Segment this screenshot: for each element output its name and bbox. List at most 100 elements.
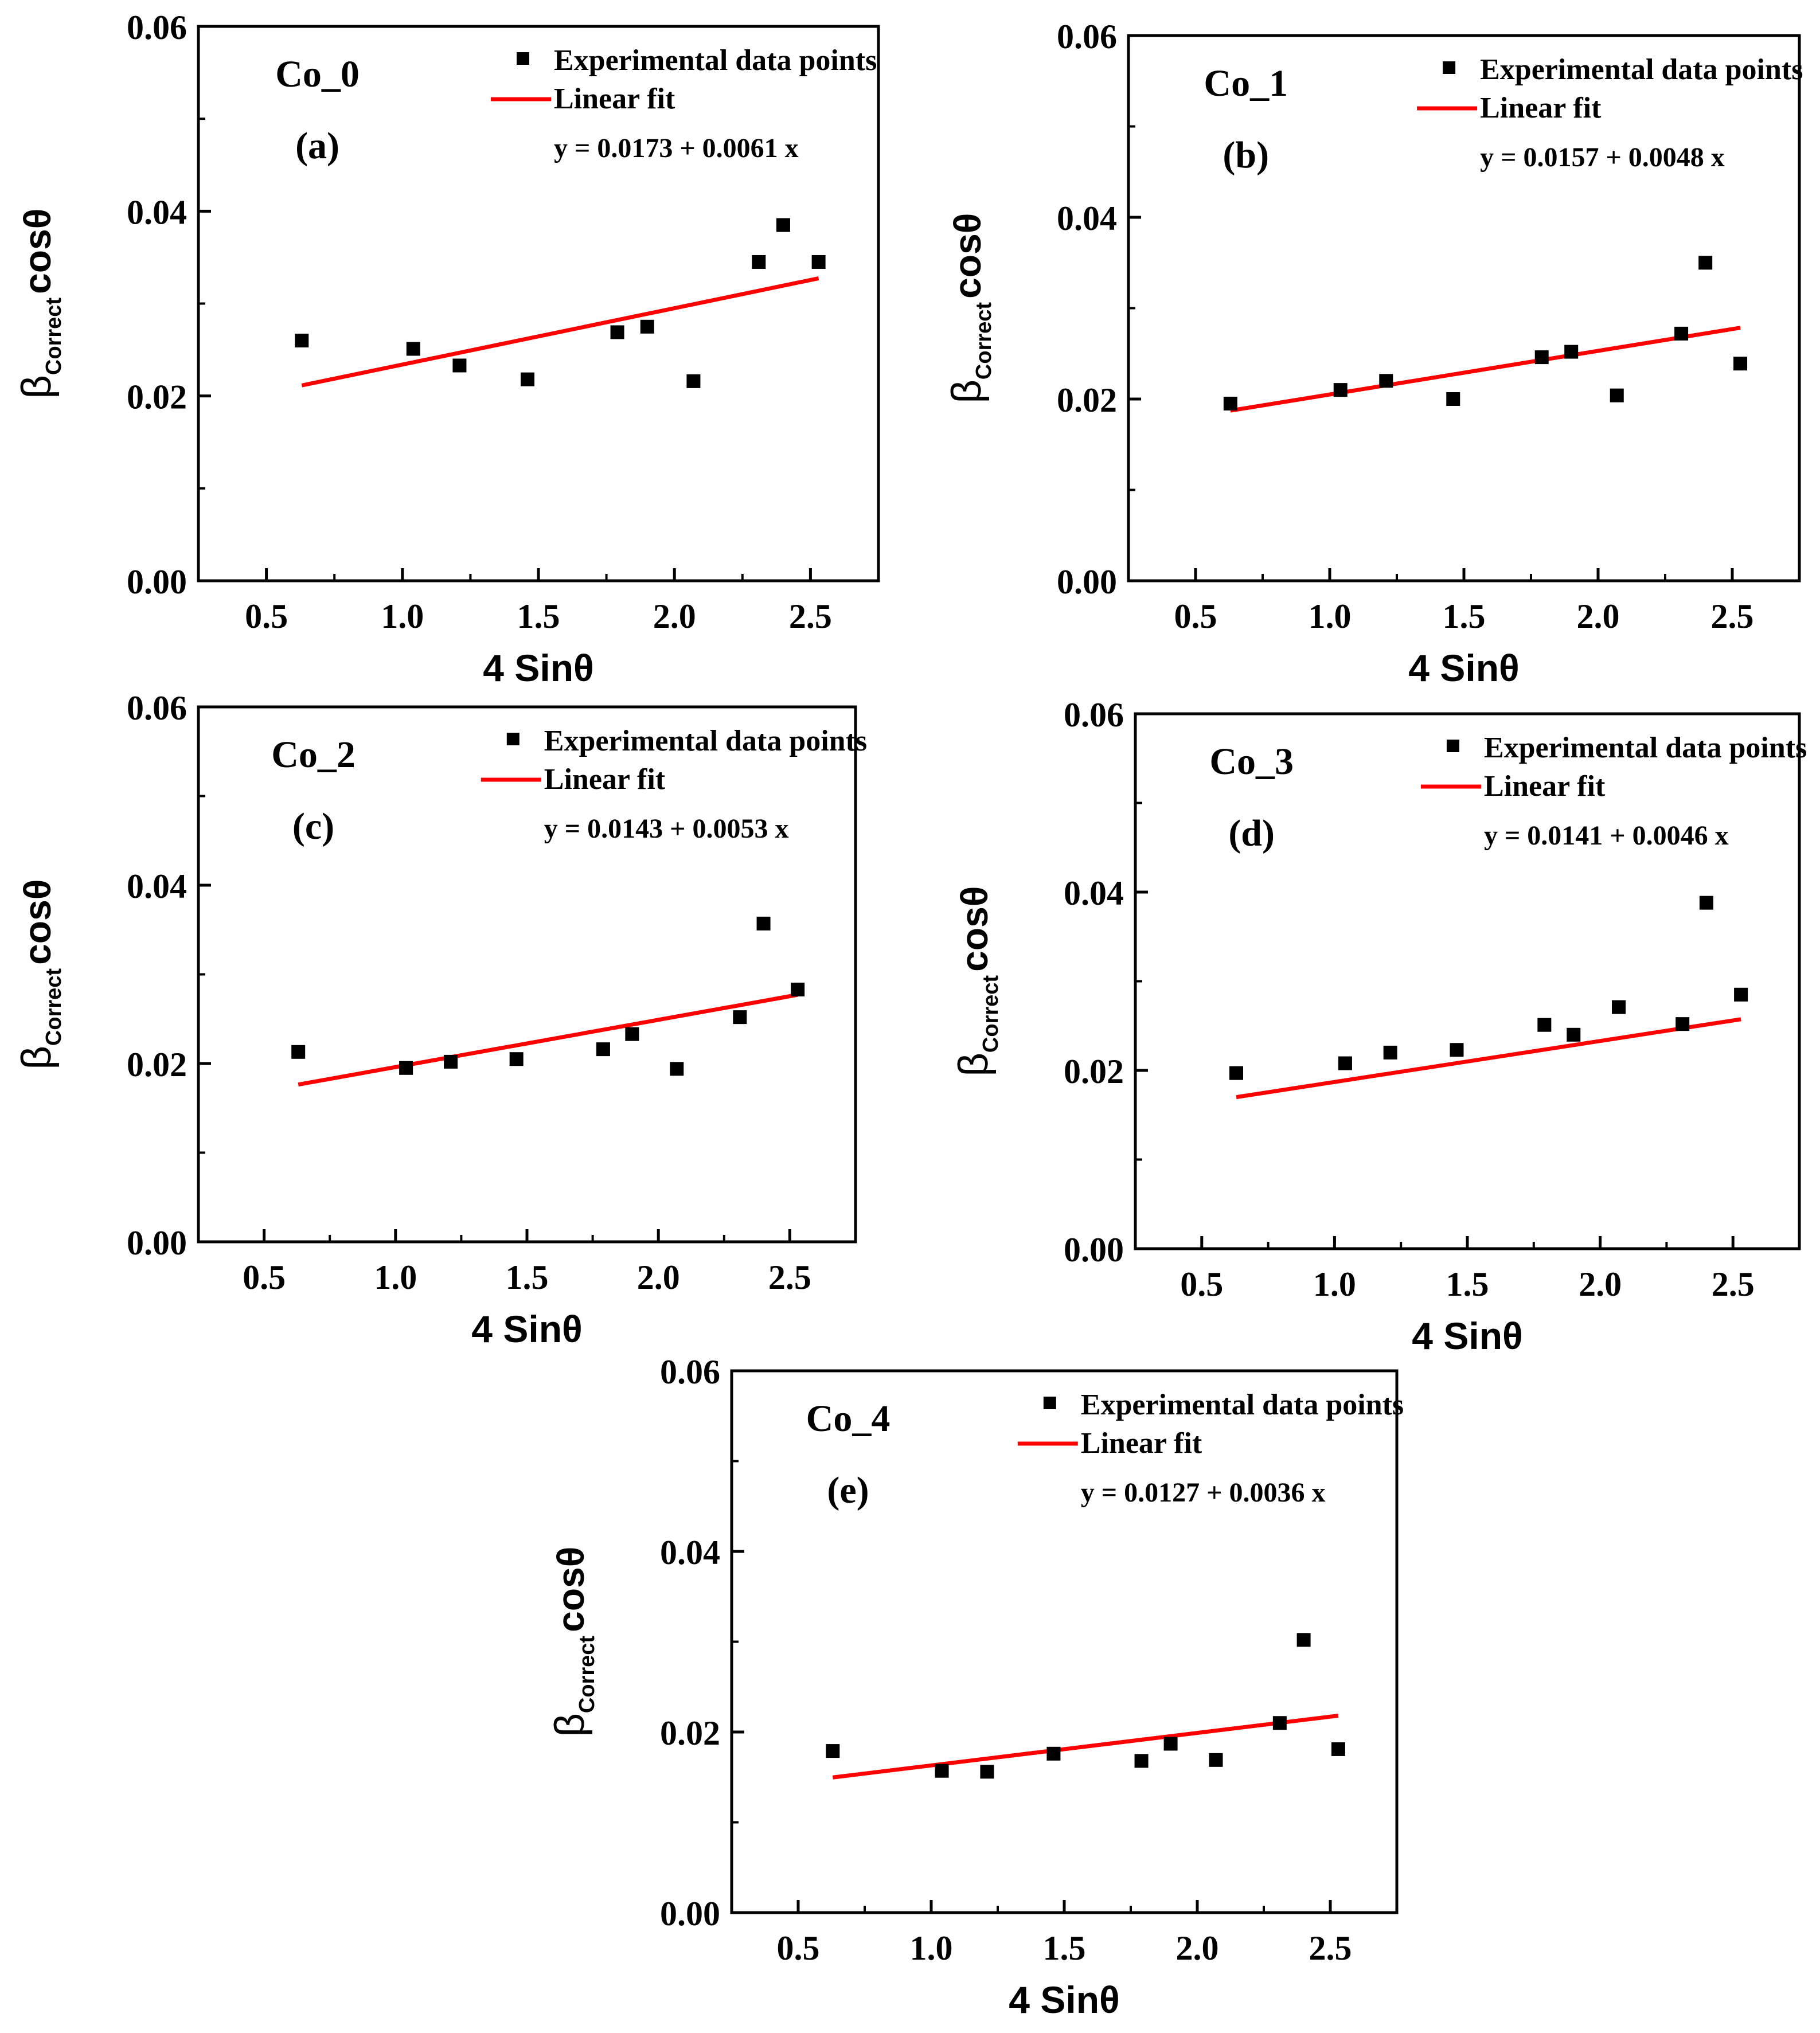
y-tick-label: 0.04	[1064, 874, 1124, 912]
y-axis-title-subscript: Correct	[972, 302, 996, 380]
plot-frame	[197, 25, 880, 582]
y-axis-title-cos: cosθ	[549, 1547, 592, 1632]
chart-panel-4: 0.000.020.040.060.5 1.0 1.5 2.0 2.54 SinθβCo…	[547, 1353, 1404, 2021]
y-axis-title-subscript: Correct	[979, 975, 1003, 1053]
x-axis-title: 4 Sinθ	[1009, 1979, 1119, 2021]
x-tick-label: 2.5	[1711, 597, 1754, 635]
y-axis-title-cos: cosθ	[16, 209, 58, 294]
y-axis-title: βCorrect cosθ	[944, 213, 996, 404]
data-point	[1446, 392, 1460, 406]
x-tick-label: 0.5	[1174, 597, 1217, 635]
data-point	[1296, 1633, 1311, 1647]
fit-equation: y = 0.0127 + 0.0036 x	[1081, 1477, 1326, 1508]
data-point	[1223, 396, 1237, 410]
y-tick-label: 0.02	[127, 378, 187, 416]
x-tick-label: 1.5	[1043, 1929, 1086, 1967]
chart-panel-0: 0.000.020.040.060.5 1.0 1.5 2.0 2.54 SinθβCo…	[14, 9, 880, 689]
data-point	[1134, 1754, 1149, 1768]
x-tick-label: 2.0	[637, 1258, 680, 1296]
y-axis-title-cos: cosθ	[953, 886, 995, 972]
legend-fit-label: Linear fit	[554, 83, 675, 115]
fit-line	[1236, 1017, 1741, 1100]
panel-label: (d)	[1228, 812, 1275, 854]
y-tick-label: 0.04	[1057, 200, 1117, 237]
data-point	[1537, 1018, 1552, 1032]
legend-points-label: Experimental data points	[1480, 53, 1803, 86]
data-point	[935, 1764, 949, 1778]
data-point	[1610, 388, 1624, 402]
data-point	[1163, 1737, 1178, 1751]
data-point	[1209, 1753, 1223, 1767]
x-tick-label: 1.0	[381, 597, 424, 635]
y-axis-title: βCorrect cosθ	[14, 879, 66, 1070]
data-point	[1338, 1056, 1352, 1070]
panel-label: (e)	[827, 1469, 869, 1511]
x-tick-label: 1.0	[1309, 597, 1352, 635]
data-point	[1379, 374, 1393, 388]
data-point	[1272, 1716, 1287, 1730]
x-tick-label: 0.5	[1180, 1265, 1223, 1303]
y-axis-title-beta: β	[14, 1046, 60, 1069]
data-point	[1534, 350, 1549, 365]
panel-label: (c)	[292, 806, 334, 847]
data-point	[406, 342, 420, 356]
legend-point-marker	[506, 733, 520, 745]
chart-panel-1: 0.000.020.040.060.5 1.0 1.5 2.0 2.54 SinθβCo…	[944, 18, 1803, 689]
data-point	[980, 1765, 994, 1779]
y-axis-title-subscript: Correct	[42, 298, 66, 375]
y-axis-title: βCorrect cosθ	[951, 886, 1003, 1077]
y-tick-label: 0.04	[127, 193, 187, 231]
data-point	[1564, 345, 1579, 359]
data-point	[1674, 326, 1689, 341]
data-point	[625, 1027, 639, 1041]
data-point	[1046, 1746, 1061, 1761]
y-axis-title-beta: β	[547, 1713, 593, 1737]
x-tick-label: 2.5	[789, 597, 832, 635]
y-tick-label: 0.06	[127, 689, 187, 727]
y-tick-label: 0.06	[1057, 18, 1117, 56]
data-point	[1331, 1742, 1345, 1756]
x-tick-label: 1.5	[1443, 597, 1486, 635]
data-point	[640, 319, 654, 334]
data-point	[1383, 1045, 1397, 1059]
data-point	[596, 1042, 610, 1057]
x-tick-label: 2.5	[1309, 1929, 1352, 1967]
sample-label: Co_4	[806, 1398, 891, 1440]
x-tick-label: 1.5	[506, 1258, 549, 1296]
legend-points-label: Experimental data points	[544, 725, 867, 757]
y-axis-title-subscript: Correct	[575, 1636, 599, 1713]
sample-label: Co_3	[1209, 741, 1294, 783]
data-point	[521, 372, 535, 386]
data-point	[826, 1744, 840, 1758]
data-point	[1733, 357, 1748, 371]
x-tick-label: 2.0	[653, 597, 696, 635]
data-point	[1450, 1043, 1464, 1057]
x-tick-label: 2.0	[1176, 1929, 1219, 1967]
y-axis-title-cos: cosθ	[16, 879, 58, 965]
x-tick-label: 0.5	[777, 1929, 820, 1967]
y-tick-label: 0.02	[660, 1714, 720, 1752]
y-tick-label: 0.02	[127, 1046, 187, 1084]
y-tick-label: 0.02	[1064, 1053, 1124, 1090]
panel-label: (b)	[1223, 134, 1269, 176]
fit-line	[1230, 326, 1741, 413]
chart-panel-2: 0.000.020.040.060.5 1.0 1.5 2.0 2.54 SinθβCo…	[14, 689, 867, 1350]
data-point	[1698, 256, 1713, 270]
legend-point-marker	[1043, 1397, 1056, 1409]
legend-fit-label: Linear fit	[1480, 92, 1602, 124]
x-axis-title: 4 Sinθ	[483, 647, 593, 689]
data-point	[1676, 1017, 1690, 1031]
x-tick-label: 2.5	[1712, 1265, 1755, 1303]
fit-equation: y = 0.0157 + 0.0048 x	[1480, 142, 1725, 173]
x-tick-label: 2.0	[1579, 1265, 1622, 1303]
y-tick-label: 0.06	[1064, 696, 1124, 734]
legend-fit-label: Linear fit	[1081, 1427, 1202, 1460]
y-axis-title-beta: β	[951, 1053, 997, 1076]
y-tick-label: 0.00	[1064, 1231, 1124, 1269]
y-tick-label: 0.00	[127, 563, 187, 601]
legend-point-marker	[516, 52, 529, 65]
y-tick-label: 0.02	[1057, 381, 1117, 419]
fit-line	[832, 1714, 1339, 1780]
data-point	[1699, 896, 1713, 910]
